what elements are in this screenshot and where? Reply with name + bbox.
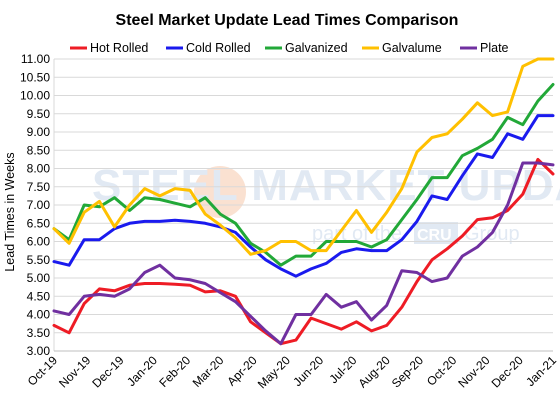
series-line-cold-rolled [52,114,555,278]
x-tick-label: Jan-20 [124,353,160,389]
y-tick-label: 4.00 [27,308,51,322]
y-tick-label: 3.50 [27,326,51,340]
x-tick-label: Aug-20 [356,353,393,390]
series-lines [52,57,555,346]
legend-label: Galvanized [285,41,348,55]
y-tick-label: 8.50 [27,143,51,157]
y-tick-label: 3.00 [27,344,51,358]
x-tick-label: Jul-20 [327,353,360,386]
legend-label: Hot Rolled [90,41,148,55]
y-tick-label: 11.00 [21,52,50,66]
watermark-badge [414,222,458,244]
x-tick-label: Dec-20 [489,353,526,390]
y-tick-label: 5.00 [27,271,51,285]
y-tick-label: 7.50 [27,180,51,194]
x-tick-label: Apr-20 [224,353,260,389]
series-line-galvalume [52,57,555,256]
watermark-badge-text: CRU [417,227,452,244]
y-axis-label: Lead Times in Weeks [3,152,17,271]
x-tick-label: Jun-20 [290,353,326,389]
series-line-hot-rolled [52,157,555,346]
y-tick-label: 8.00 [27,162,51,176]
x-tick-label: May-20 [255,353,293,391]
x-axis-ticks: Oct-19Nov-19Dec-19Jan-20Feb-20Mar-20Apr-… [25,353,560,391]
y-axis-ticks: 3.00 3.50 4.00 4.50 5.00 5.50 6.00 6.50 7.00 7.50… [20,52,50,358]
x-tick-label: Dec-19 [89,353,126,390]
y-tick-label: 7.00 [27,198,51,212]
legend: Hot Rolled Cold Rolled Galvanized Galvalume… [70,41,509,55]
legend-label: Cold Rolled [186,41,251,55]
y-tick-label: 4.50 [27,289,51,303]
x-tick-label: Nov-19 [56,353,93,390]
legend-label: Galvalume [382,41,442,55]
x-tick-label: Mar-20 [190,353,227,390]
x-tick-label: Oct-19 [25,353,61,389]
y-tick-label: 5.50 [27,253,51,267]
y-tick-label: 9.00 [27,125,51,139]
legend-label: Plate [480,41,509,55]
y-tick-label: 9.50 [27,107,51,121]
y-tick-label: 10.00 [20,89,50,103]
chart-title: Steel Market Update Lead Times Compariso… [116,12,459,29]
x-tick-label: Feb-20 [156,353,193,390]
x-tick-label: Nov-20 [455,353,492,390]
y-tick-label: 10.50 [20,70,50,84]
y-tick-label: 6.50 [27,216,51,230]
x-tick-label: Sep-20 [389,353,426,390]
series-line-galvanized [52,83,555,267]
watermark: STEEL MARKET UPDATE part of the CRU Grou… [92,161,560,245]
series-line-plate [52,161,555,346]
x-tick-label: Jan-21 [523,353,559,389]
y-tick-label: 6.00 [27,235,51,249]
x-tick-label: Oct-20 [424,353,460,389]
